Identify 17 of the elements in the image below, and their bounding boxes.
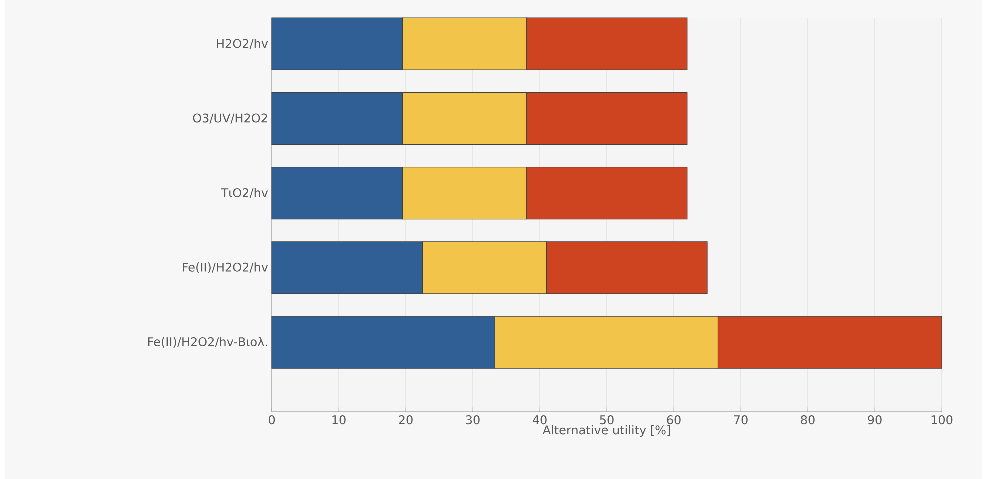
x-tick-label: 0 xyxy=(268,416,276,425)
y-tick-label: Fe(II)/H2O2/hv xyxy=(183,262,268,274)
x-tick-label: 80 xyxy=(801,416,815,425)
x-axis-title: Alternative utility [%] xyxy=(542,425,670,438)
x-tick-label: 70 xyxy=(734,416,748,425)
x-tick-label: 20 xyxy=(399,416,413,425)
x-tick-label: 90 xyxy=(868,416,882,425)
x-tick-label: 100 xyxy=(932,416,953,425)
x-tick-label: 10 xyxy=(332,416,346,425)
y-tick-label: H2O2/hv xyxy=(217,38,268,50)
y-tick-label: Fe(II)/H2O2/hv-Βιολ. xyxy=(148,337,268,348)
x-tick-label: 60 xyxy=(667,416,681,425)
y-tick-label: O3/UV/H2O2 xyxy=(193,114,268,124)
y-tick-label: TιO2/hv xyxy=(221,188,268,198)
x-tick-label: 40 xyxy=(532,416,547,425)
x-tick-label: 30 xyxy=(466,416,480,425)
x-tick-label: 50 xyxy=(600,416,614,425)
